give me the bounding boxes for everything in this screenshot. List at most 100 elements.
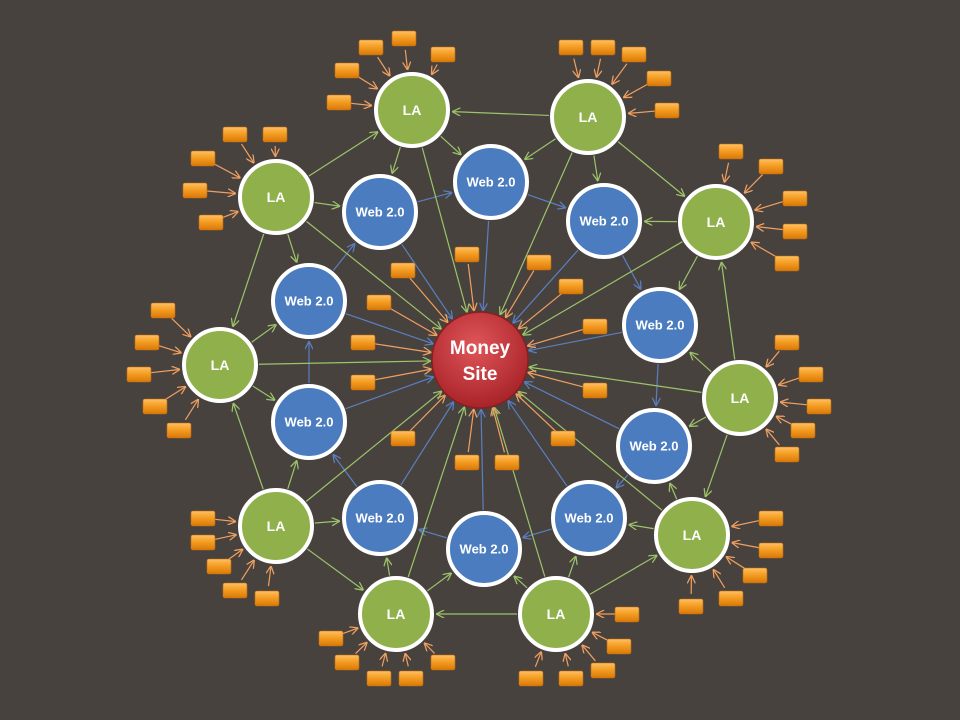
box-to-la-arrow xyxy=(206,191,235,193)
link-box xyxy=(774,334,800,351)
la-node-label: LA xyxy=(579,109,598,125)
la-node: LA xyxy=(238,159,314,235)
link-box xyxy=(774,255,800,272)
box-to-money-arrow xyxy=(493,408,506,453)
box-to-la-arrow xyxy=(757,227,784,230)
box-to-la-arrow xyxy=(781,402,808,405)
web20-node-circle xyxy=(446,511,522,587)
web-ring-arrow xyxy=(417,193,452,203)
la-node-label: LA xyxy=(547,606,566,622)
link-box xyxy=(646,70,672,87)
web20-node-circle xyxy=(271,384,347,460)
la-node-circle xyxy=(182,327,258,403)
link-box xyxy=(430,46,456,63)
link-box xyxy=(582,318,608,335)
box-to-la-arrow xyxy=(724,162,728,182)
web20-node-label: Web 2.0 xyxy=(636,318,685,333)
link-box xyxy=(198,214,224,231)
box-to-money-arrow xyxy=(387,306,437,335)
la-node-label: LA xyxy=(267,189,286,205)
la-to-web-arrow xyxy=(514,576,528,589)
la-to-web-arrow xyxy=(287,461,297,490)
box-to-money-arrow xyxy=(528,328,586,346)
money-site-node: Money Site xyxy=(431,311,529,409)
la-node-label: LA xyxy=(211,357,230,373)
la-node-circle xyxy=(238,159,314,235)
money-site-label: Site xyxy=(463,364,498,385)
link-box xyxy=(222,126,248,143)
link-box xyxy=(254,590,280,607)
box-to-la-arrow xyxy=(342,628,357,634)
web20-node-circle xyxy=(342,174,418,250)
web20-node: Web 2.0 xyxy=(566,183,642,259)
web20-node-label: Web 2.0 xyxy=(580,214,629,229)
la-node: LA xyxy=(182,327,258,403)
box-to-la-arrow xyxy=(405,654,408,667)
la-to-money-arrow xyxy=(421,147,467,312)
box-to-la-arrow xyxy=(582,645,596,662)
web20-node: Web 2.0 xyxy=(453,144,529,220)
la-node: LA xyxy=(518,576,594,652)
link-box xyxy=(518,670,544,687)
la-to-money-arrow xyxy=(258,361,430,364)
la-node: LA xyxy=(550,79,626,155)
link-box xyxy=(654,102,680,119)
web-ring-arrow xyxy=(333,455,358,488)
link-box xyxy=(134,334,160,351)
link-box xyxy=(366,670,392,687)
la-node: LA xyxy=(238,488,314,564)
box-to-la-arrow xyxy=(355,643,367,655)
la-to-web-arrow xyxy=(387,558,390,576)
link-box xyxy=(398,670,424,687)
box-to-la-arrow xyxy=(714,570,726,589)
link-box xyxy=(222,582,248,599)
link-box xyxy=(718,143,744,160)
web-to-money-arrow xyxy=(525,382,620,430)
la-to-web-arrow xyxy=(594,155,598,181)
web20-node-label: Web 2.0 xyxy=(630,439,679,454)
box-to-la-arrow xyxy=(732,519,760,527)
link-box xyxy=(182,182,208,199)
la-to-money-arrow xyxy=(494,408,546,577)
la-to-money-arrow xyxy=(519,392,663,511)
box-to-la-arrow xyxy=(184,400,198,421)
box-to-la-arrow xyxy=(766,429,780,446)
box-to-money-arrow xyxy=(409,277,448,322)
la-node-circle xyxy=(374,72,450,148)
la-node-label: LA xyxy=(707,214,726,230)
web20-node: Web 2.0 xyxy=(616,408,692,484)
edges xyxy=(150,49,808,668)
box-to-la-arrow xyxy=(228,550,243,560)
link-box xyxy=(621,46,647,63)
web20-node-circle xyxy=(551,480,627,556)
link-boxes xyxy=(126,30,832,687)
la-to-money-arrow xyxy=(305,392,441,502)
web20-node: Web 2.0 xyxy=(551,480,627,556)
box-to-money-arrow xyxy=(372,369,431,381)
link-box xyxy=(790,422,816,439)
link-box xyxy=(582,382,608,399)
la-to-web-arrow xyxy=(251,325,276,343)
web20-node-label: Web 2.0 xyxy=(565,511,614,526)
web20-node: Web 2.0 xyxy=(342,174,418,250)
box-to-la-arrow xyxy=(150,370,179,373)
la-node-circle xyxy=(702,360,778,436)
web-ring-arrow xyxy=(616,474,629,488)
link-box xyxy=(126,366,152,383)
web20-node-label: Web 2.0 xyxy=(285,294,334,309)
box-to-la-arrow xyxy=(241,143,254,163)
box-to-money-arrow xyxy=(516,394,557,432)
link-box xyxy=(206,558,232,575)
la-to-money-arrow xyxy=(500,152,573,315)
la-node-circle xyxy=(358,576,434,652)
link-box xyxy=(391,30,417,47)
link-box xyxy=(606,638,632,655)
link-box xyxy=(318,630,344,647)
box-to-la-arrow xyxy=(574,58,578,77)
money-site-label: Money xyxy=(450,338,511,359)
link-box xyxy=(558,670,584,687)
box-to-money-arrow xyxy=(506,270,535,318)
la-to-web-arrow xyxy=(670,484,678,500)
web-ring-arrow xyxy=(527,194,565,208)
box-to-la-arrow xyxy=(732,543,760,549)
